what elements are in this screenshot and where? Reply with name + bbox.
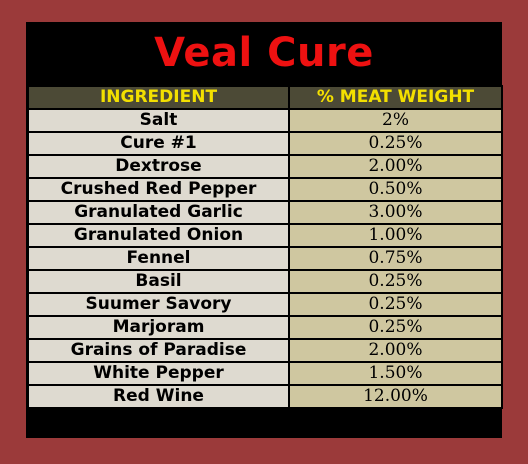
ingredient-cell: Salt [27, 108, 290, 133]
ingredient-cell: Basil [27, 269, 290, 294]
percent-cell: 2.00% [288, 338, 503, 363]
ingredient-cell: Granulated Onion [27, 223, 290, 248]
column-header-ingredient: INGREDIENT [27, 85, 290, 110]
table-row: Cure #1 0.25% [27, 131, 503, 156]
percent-cell: 0.25% [288, 269, 503, 294]
table-row: Granulated Garlic 3.00% [27, 200, 503, 225]
percent-cell: 2% [288, 108, 503, 133]
percent-cell: 1.50% [288, 361, 503, 386]
table-row: Suumer Savory 0.25% [27, 292, 503, 317]
percent-cell: 0.25% [288, 315, 503, 340]
table-row: Basil 0.25% [27, 269, 503, 294]
percent-cell: 0.25% [288, 131, 503, 156]
ingredient-cell: White Pepper [27, 361, 290, 386]
table-row: Dextrose 2.00% [27, 154, 503, 179]
ingredient-cell: Suumer Savory [27, 292, 290, 317]
percent-cell: 0.25% [288, 292, 503, 317]
table-row: Marjoram 0.25% [27, 315, 503, 340]
ingredient-cell: Crushed Red Pepper [27, 177, 290, 202]
ingredient-table: INGREDIENT % MEAT WEIGHT Salt 2% Cure #1… [27, 85, 503, 409]
percent-cell: 0.75% [288, 246, 503, 271]
percent-cell: 2.00% [288, 154, 503, 179]
table-row: Crushed Red Pepper 0.50% [27, 177, 503, 202]
page-title: Veal Cure [154, 30, 374, 76]
percent-cell: 12.00% [288, 384, 503, 409]
column-header-percent: % MEAT WEIGHT [288, 85, 503, 110]
percent-cell: 1.00% [288, 223, 503, 248]
ingredient-cell: Cure #1 [27, 131, 290, 156]
ingredient-cell: Marjoram [27, 315, 290, 340]
recipe-card: Veal Cure INGREDIENT % MEAT WEIGHT Salt … [26, 22, 503, 438]
table-row: Granulated Onion 1.00% [27, 223, 503, 248]
ingredient-cell: Grains of Paradise [27, 338, 290, 363]
ingredient-cell: Dextrose [27, 154, 290, 179]
table-row: Red Wine 12.00% [27, 384, 503, 409]
table-row: Grains of Paradise 2.00% [27, 338, 503, 363]
table-row: Salt 2% [27, 108, 503, 133]
percent-cell: 3.00% [288, 200, 503, 225]
percent-cell: 0.50% [288, 177, 503, 202]
table-row: Fennel 0.75% [27, 246, 503, 271]
ingredient-cell: Granulated Garlic [27, 200, 290, 225]
table-row: White Pepper 1.50% [27, 361, 503, 386]
ingredient-cell: Red Wine [27, 384, 290, 409]
ingredient-cell: Fennel [27, 246, 290, 271]
table-header-row: INGREDIENT % MEAT WEIGHT [27, 85, 503, 110]
